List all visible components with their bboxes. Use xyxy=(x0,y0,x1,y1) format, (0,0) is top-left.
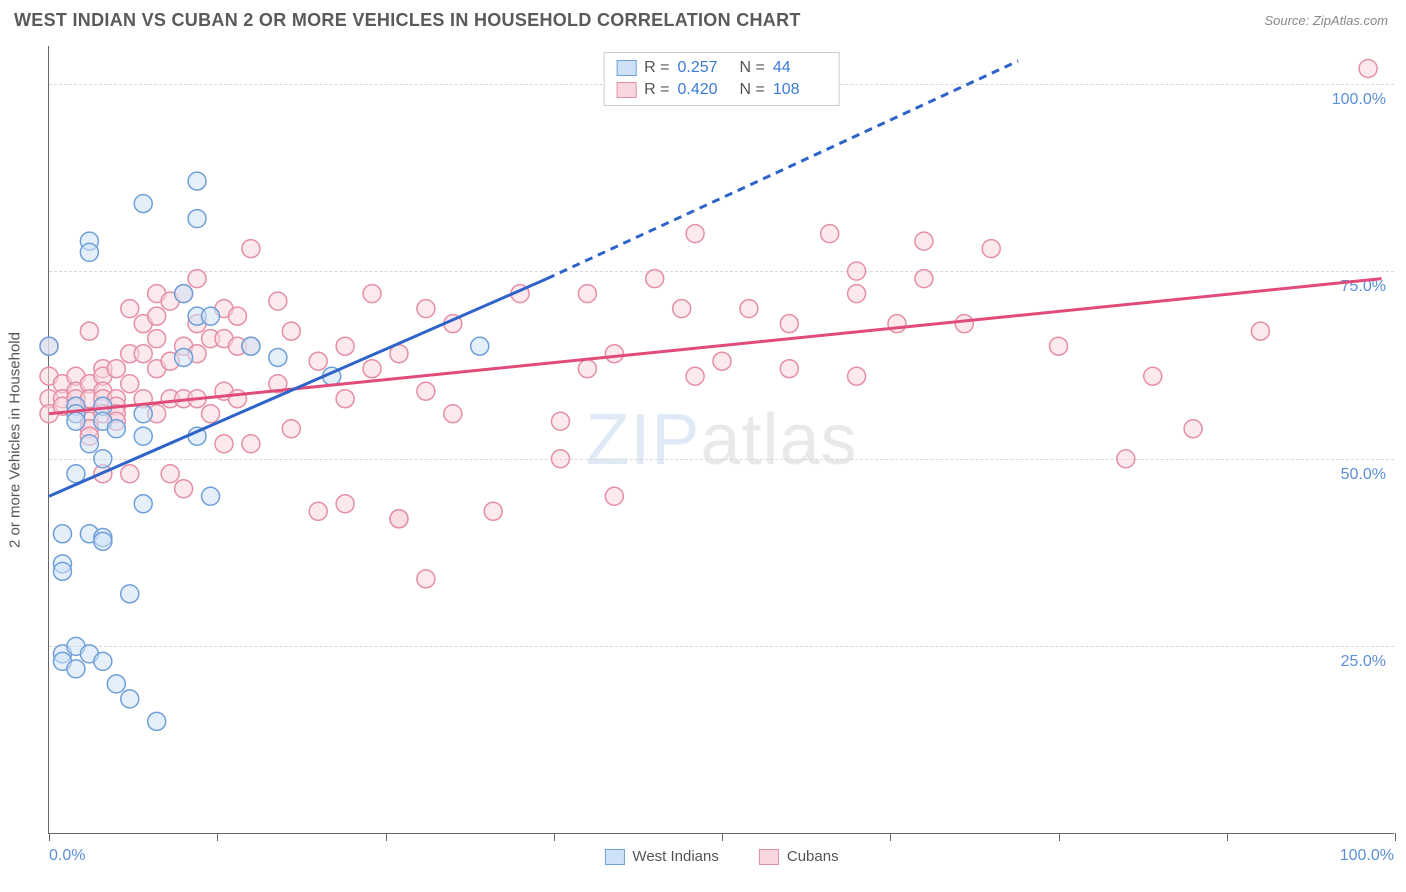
xtick xyxy=(1395,833,1396,841)
xtick xyxy=(722,833,723,841)
chart-header: WEST INDIAN VS CUBAN 2 OR MORE VEHICLES … xyxy=(0,0,1406,35)
stats-box: R = 0.257 N = 44 R = 0.420 N = 108 xyxy=(603,52,840,106)
xaxis-label-left: 0.0% xyxy=(49,847,85,865)
xtick xyxy=(1059,833,1060,841)
xaxis-label-right: 100.0% xyxy=(1340,847,1394,865)
swatch-west-indians xyxy=(616,60,636,76)
legend-swatch-west-indians xyxy=(604,849,624,865)
chart-title: WEST INDIAN VS CUBAN 2 OR MORE VEHICLES … xyxy=(14,10,801,31)
xtick xyxy=(554,833,555,841)
stat-n-cubans: 108 xyxy=(773,81,827,99)
trend-line xyxy=(49,279,547,497)
legend-swatch-cubans xyxy=(759,849,779,865)
swatch-cubans xyxy=(616,82,636,98)
xtick xyxy=(1227,833,1228,841)
xtick xyxy=(890,833,891,841)
xtick xyxy=(217,833,218,841)
stat-r-cubans: 0.420 xyxy=(678,81,732,99)
stat-n-west-indians: 44 xyxy=(773,59,827,77)
stat-n-label-2: N = xyxy=(740,81,765,99)
legend-item-west-indians: West Indians xyxy=(604,848,718,865)
plot-area: 2 or more Vehicles in Household ZIPatlas… xyxy=(48,46,1394,834)
chart-source: Source: ZipAtlas.com xyxy=(1264,13,1388,28)
legend-label-cubans: Cubans xyxy=(787,848,839,865)
trend-line xyxy=(49,279,1382,414)
trend-layer xyxy=(49,46,1394,833)
bottom-legend: West Indians Cubans xyxy=(604,848,838,865)
xtick xyxy=(49,833,50,841)
xtick xyxy=(386,833,387,841)
stats-row-cubans: R = 0.420 N = 108 xyxy=(616,79,827,101)
stats-row-west-indians: R = 0.257 N = 44 xyxy=(616,57,827,79)
stat-r-label: R = xyxy=(644,59,669,77)
legend-item-cubans: Cubans xyxy=(759,848,839,865)
stat-r-label-2: R = xyxy=(644,81,669,99)
yaxis-title: 2 or more Vehicles in Household xyxy=(7,332,24,548)
legend-label-west-indians: West Indians xyxy=(632,848,718,865)
stat-r-west-indians: 0.257 xyxy=(678,59,732,77)
stat-n-label: N = xyxy=(740,59,765,77)
